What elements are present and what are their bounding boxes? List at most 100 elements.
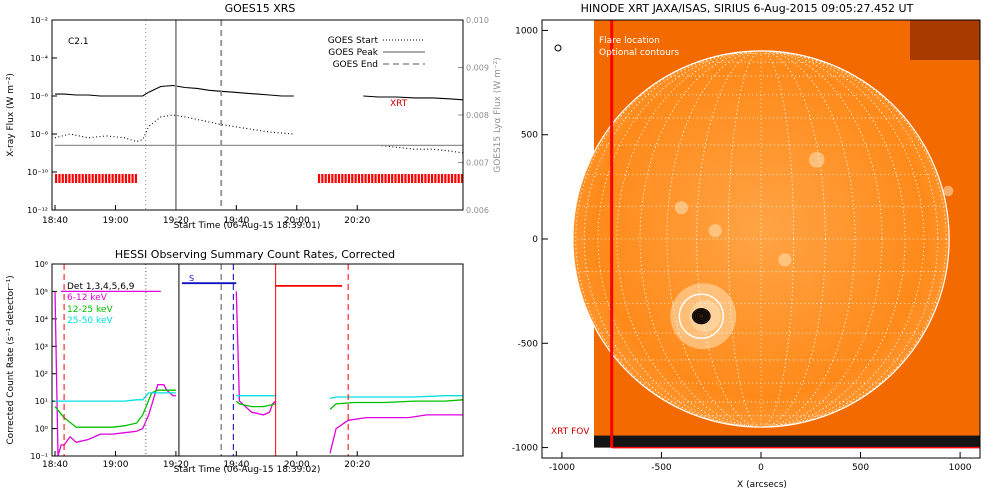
xrt-bright-region-2 <box>674 201 688 215</box>
xrt-y-tick-label: -500 <box>518 339 539 349</box>
goes-red-bar <box>411 174 414 183</box>
xrt-flare-contour-0 <box>697 313 705 320</box>
goes-y-tick-label: 10⁻⁸ <box>30 130 48 139</box>
goes-red-bar <box>420 174 424 183</box>
goes-red-bar <box>430 174 434 183</box>
goes-red-bar <box>108 174 111 183</box>
hessi-plot-area: 18:40 19:00 19:20 19:40 20:00 20:20 10⁶ 10⁵ 10⁴ 1… <box>30 260 464 470</box>
goes-y-tick-label: 10⁻⁶ <box>30 92 48 101</box>
goes-red-bar <box>58 174 61 183</box>
goes-red-bar <box>460 174 464 183</box>
goes-red-bar <box>317 174 321 183</box>
goes-red-bar <box>437 174 440 183</box>
hessi-y-tick-label: 10⁴ <box>35 315 48 324</box>
goes-y-axis-label: X-ray Flux (W m⁻²) <box>6 73 16 157</box>
goes-series-line-2 <box>54 114 294 143</box>
xrt-flare-contour-3 <box>691 308 711 325</box>
goes-red-bar <box>427 174 430 183</box>
goes-x-tick-label: 19:40 <box>223 216 249 226</box>
goes-red-bar <box>361 174 364 183</box>
goes-red-bar <box>357 174 361 183</box>
xrt-fov-label: XRT FOV <box>551 427 590 437</box>
goes-xrs-panel: GOES15 XRS 18:40 19:00 19:20 19:40 20:00 20:2… <box>6 2 503 231</box>
hessi-series-line-1 <box>235 291 277 416</box>
hessi-legend: Det 1,3,4,5,6,9 6-12 keV 12-25 keV 25-50… <box>67 282 135 326</box>
goes-red-bar <box>124 174 128 183</box>
goes-red-bar <box>354 174 357 183</box>
goes-red-bar <box>444 174 447 183</box>
goes-x-tick-label: 18:40 <box>42 216 68 226</box>
xrt-image-area: -1000 -500 0 500 1000 1000 500 0 -500 -1000 <box>512 20 980 473</box>
xrt-grid-meridian <box>696 50 826 428</box>
goes-red-bar <box>71 174 74 183</box>
goes-red-bar <box>374 174 377 183</box>
xrt-dark-edge <box>594 435 980 448</box>
goes-red-bar <box>68 174 71 183</box>
hessi-x-tick-label: 18:40 <box>42 460 68 470</box>
xrt-x-tick-label: 500 <box>852 463 869 473</box>
goes-series-line-1 <box>363 95 464 101</box>
goes-x-tick-label: 20:20 <box>344 216 370 226</box>
goes-y2-tick-label: 0.007 <box>466 159 489 168</box>
goes-red-bar <box>84 174 88 183</box>
goes-red-bar <box>324 174 327 183</box>
goes-y-tick-label: 10⁻¹⁰ <box>27 168 48 177</box>
hessi-y-tick-label: 10⁻¹ <box>30 452 48 461</box>
goes-red-bar <box>454 174 457 183</box>
goes-y-tick-label: 10⁻⁴ <box>30 54 48 63</box>
xrt-limb-circle <box>572 50 950 428</box>
hessi-y-tick-label: 10³ <box>35 342 48 351</box>
goes-red-bar <box>78 174 81 183</box>
goes-red-bar <box>81 174 84 183</box>
hessi-y-tick-label: 10⁶ <box>35 260 48 269</box>
goes-y2-tick-label: 0.006 <box>466 206 489 215</box>
xrt-x-tick-label: 1000 <box>949 463 972 473</box>
hessi-x-axis-label: Start Time (06-Aug-15 18:39:02) <box>174 465 321 475</box>
goes-red-bar <box>121 174 124 183</box>
goes-red-bar <box>450 174 454 183</box>
xrt-plot-frame <box>541 19 981 459</box>
goes-red-bar <box>377 174 380 183</box>
goes-red-bar <box>104 174 108 183</box>
hessi-series-line-6 <box>55 392 176 402</box>
hessi-plot-frame <box>51 263 464 457</box>
goes-title: GOES15 XRS <box>225 2 296 15</box>
goes-x-tick-label: 19:20 <box>163 216 189 226</box>
goes-red-bar <box>128 174 131 183</box>
legend-label-goes-start: GOES Start <box>328 36 379 46</box>
legend-det: Det 1,3,4,5,6,9 <box>67 282 135 292</box>
goes-red-bar <box>64 174 68 183</box>
goes-red-bar <box>434 174 437 183</box>
goes-red-bar <box>351 174 354 183</box>
goes-red-bar <box>331 174 334 183</box>
goes-plot-area: 18:40 19:00 19:20 19:40 20:00 20:20 10⁻² 10⁻⁴ 10… <box>27 16 489 226</box>
xrt-flare-contour-1 <box>695 311 707 321</box>
xrt-legend-marker <box>554 44 562 52</box>
xrt-title: HINODE XRT JAXA/ISAS, SIRIUS 6-Aug-2015 … <box>581 2 914 15</box>
goes-red-bar <box>88 174 91 183</box>
goes-red-bar <box>457 174 460 183</box>
goes-red-bar <box>118 174 121 183</box>
goes-red-bar <box>347 174 351 183</box>
hessi-title: HESSI Observing Summary Count Rates, Cor… <box>115 248 395 261</box>
hessi-x-tick-label: 19:20 <box>163 460 189 470</box>
xrt-dark-corner <box>910 20 980 60</box>
xrt-y-tick-label: -1000 <box>512 444 538 454</box>
goes-red-bar <box>61 174 64 183</box>
goes-red-bar <box>394 174 397 183</box>
hessi-y-tick-label: 10¹ <box>35 397 48 406</box>
xrt-image-panel: HINODE XRT JAXA/ISAS, SIRIUS 6-Aug-2015 … <box>512 2 981 490</box>
xrt-flare-contour-2 <box>693 309 709 323</box>
xrt-x-tick-label: -500 <box>651 463 672 473</box>
goes-red-bar <box>344 174 347 183</box>
goes-red-bar <box>401 174 404 183</box>
xrt-x-axis-label: X (arcsecs) <box>737 480 787 490</box>
goes-red-bar <box>131 174 134 183</box>
xrt-grid-meridian <box>575 50 947 428</box>
goes-red-bar <box>337 174 341 183</box>
hessi-x-tick-label: 19:40 <box>223 460 249 470</box>
goes-red-bar <box>407 174 410 183</box>
xrt-flare-location-circle <box>678 293 724 339</box>
goes-red-bar <box>414 174 417 183</box>
hessi-x-tick-label: 19:00 <box>102 460 128 470</box>
